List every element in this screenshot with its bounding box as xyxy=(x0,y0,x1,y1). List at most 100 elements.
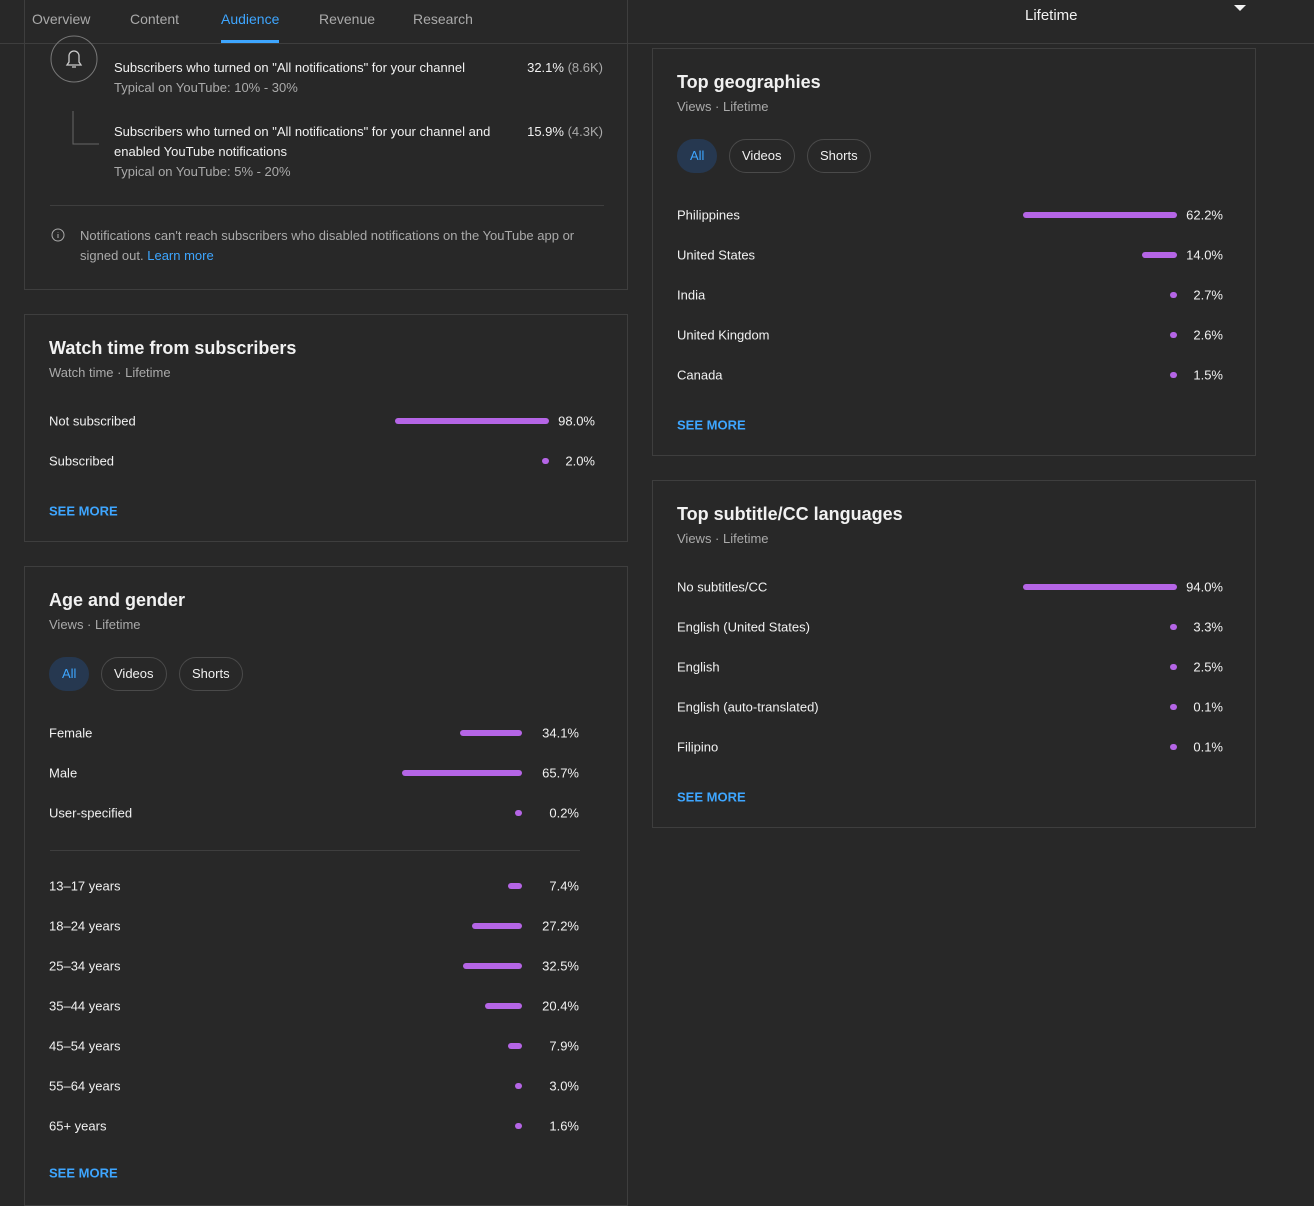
row-value: 20.4% xyxy=(542,998,579,1014)
row-label: English (United States) xyxy=(677,619,810,635)
row-value: 14.0% xyxy=(1186,247,1223,263)
row-value: 2.6% xyxy=(1193,327,1223,343)
row-label: 45–54 years xyxy=(49,1038,121,1054)
bar xyxy=(515,1123,522,1129)
bar xyxy=(1023,584,1177,590)
bar xyxy=(542,458,549,464)
row-value: 65.7% xyxy=(542,765,579,781)
see-more-link[interactable]: SEE MORE xyxy=(49,1165,118,1181)
nav-tab[interactable]: Content xyxy=(130,11,180,27)
notifications-card: Notifications can't reach subscribers wh… xyxy=(24,0,628,290)
card-subtitle: Views · Lifetime xyxy=(677,531,769,546)
see-more-link[interactable]: SEE MORE xyxy=(49,503,118,519)
card-title: Top subtitle/CC languages xyxy=(677,504,903,524)
bar xyxy=(508,883,522,889)
row-label: Not subscribed xyxy=(49,413,136,429)
see-more-link[interactable]: SEE MORE xyxy=(677,789,746,805)
row-label: 25–34 years xyxy=(49,958,121,974)
row-label: India xyxy=(677,287,706,303)
dropdown-arrow[interactable] xyxy=(1232,2,1248,14)
row-value: 1.5% xyxy=(1193,367,1223,383)
nav-tab[interactable]: Audience xyxy=(221,0,280,43)
row-label: Canada xyxy=(677,367,723,383)
nav-tab[interactable]: Research xyxy=(413,11,473,27)
bar xyxy=(1023,212,1177,218)
row-value: 0.1% xyxy=(1193,739,1223,755)
row-label: Female xyxy=(49,725,93,741)
row-value: 3.3% xyxy=(1193,619,1223,635)
row-label: English xyxy=(677,659,720,675)
date-range[interactable]: Lifetime xyxy=(1025,7,1078,24)
note-text: Notifications can't reach subscribers wh… xyxy=(80,228,575,263)
card-subtitle: Views · Lifetime xyxy=(677,99,769,114)
row-label: User-specified xyxy=(49,805,133,821)
bar xyxy=(484,1003,522,1009)
nav-tab[interactable]: Revenue xyxy=(319,11,376,27)
bar xyxy=(1142,252,1177,258)
bar xyxy=(1170,624,1177,630)
row-label: 65+ years xyxy=(49,1118,107,1134)
row-label: 55–64 years xyxy=(49,1078,121,1094)
bar xyxy=(1170,332,1177,338)
bar xyxy=(1170,664,1177,670)
stat-text: Subscribers who turned on "All notificat… xyxy=(114,124,491,159)
top-nav: Overview Content Audience Revenue Research xyxy=(0,0,1314,44)
filter-chip[interactable]: All xyxy=(49,657,90,691)
row-label: Philippines xyxy=(677,207,740,223)
see-more-link[interactable]: SEE MORE xyxy=(677,417,746,433)
bar xyxy=(1170,744,1177,750)
typical-range: Typical on YouTube: 10% - 30% xyxy=(114,80,298,95)
row-label: United Kingdom xyxy=(677,327,770,343)
divider xyxy=(50,850,580,851)
divider xyxy=(50,205,604,206)
row-label: No subtitles/CC xyxy=(677,579,768,595)
percent: 15.9% xyxy=(527,124,564,139)
bar xyxy=(1170,292,1177,298)
row-label: 18–24 years xyxy=(49,918,121,934)
row-value: 2.5% xyxy=(1193,659,1223,675)
typical-range: Typical on YouTube: 5% - 20% xyxy=(114,164,291,179)
row-value: 98.0% xyxy=(558,413,595,429)
bar xyxy=(1170,372,1177,378)
count: (8.6K) xyxy=(567,60,603,75)
row-value: 94.0% xyxy=(1186,579,1223,595)
row-value: 2.7% xyxy=(1193,287,1223,303)
bar xyxy=(1170,704,1177,710)
info-icon xyxy=(51,228,65,242)
filter-chip[interactable]: Videos xyxy=(729,139,795,173)
filter-chip[interactable]: All xyxy=(677,139,718,173)
row-value: 0.1% xyxy=(1193,699,1223,715)
learn-more-link[interactable]: Learn more xyxy=(147,248,214,263)
row-label: 13–17 years xyxy=(49,878,121,894)
card-subtitle: Watch time · Lifetime xyxy=(49,365,171,380)
row-label: Filipino xyxy=(677,739,719,755)
filter-chip[interactable]: Shorts xyxy=(179,657,243,691)
stat-value: 32.1% (8.6K) xyxy=(527,58,603,78)
row-value: 7.9% xyxy=(549,1038,579,1054)
row-label: Subscribed xyxy=(49,453,115,469)
notification-stat: Subscribers who turned on "All notificat… xyxy=(114,58,504,98)
bar xyxy=(515,1083,522,1089)
stat-text: Subscribers who turned on "All notificat… xyxy=(114,60,466,75)
filter-chip[interactable]: Videos xyxy=(101,657,167,691)
row-label: United States xyxy=(677,247,756,263)
bar xyxy=(395,418,549,424)
row-value: 27.2% xyxy=(542,918,579,934)
row-label: Male xyxy=(49,765,78,781)
bell-icon xyxy=(50,35,98,83)
row-value: 32.5% xyxy=(542,958,579,974)
row-label: 35–44 years xyxy=(49,998,121,1014)
bar xyxy=(459,730,522,736)
connector xyxy=(72,111,99,145)
card-subtitle: Views · Lifetime xyxy=(49,617,141,632)
row-value: 2.0% xyxy=(565,453,595,469)
filter-chip[interactable]: Shorts xyxy=(807,139,871,173)
nav-tab[interactable]: Overview xyxy=(32,11,91,27)
watch-time-card: Watch time from subscribers Watch time · … xyxy=(24,314,628,542)
bar xyxy=(402,770,522,776)
geographies-card: Top geographies Views · Lifetime All Videos… xyxy=(652,48,1256,456)
row-label: English (auto-translated) xyxy=(677,699,819,715)
row-value: 62.2% xyxy=(1186,207,1223,223)
row-value: 0.2% xyxy=(549,805,579,821)
